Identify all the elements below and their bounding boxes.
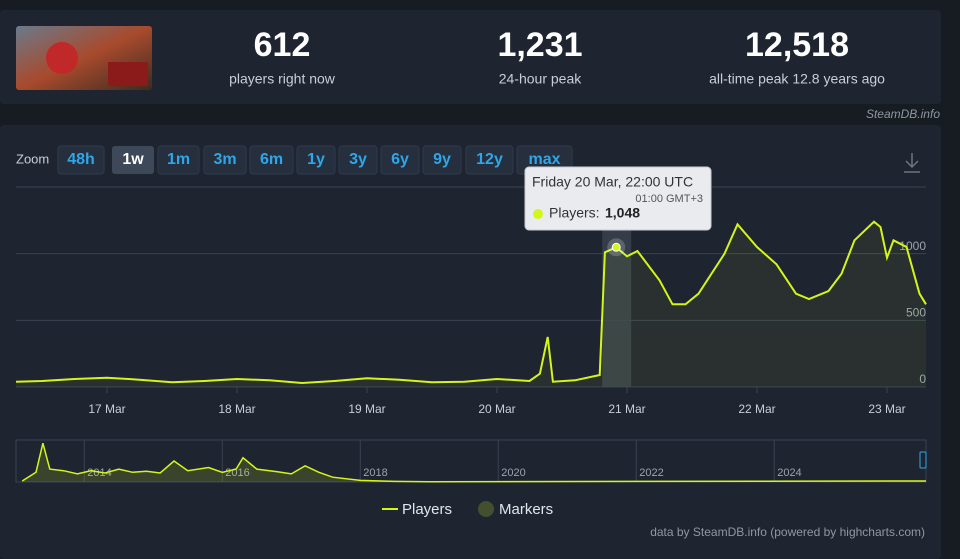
y-tick-label: 1000 <box>899 239 926 253</box>
navigator-line <box>21 443 926 483</box>
tooltip-box <box>524 166 712 231</box>
y-tick-label: 500 <box>906 306 926 320</box>
stats-card <box>0 10 941 104</box>
tooltip-swatch <box>533 209 543 219</box>
download-icon[interactable] <box>904 153 920 173</box>
zoom-button[interactable] <box>338 145 378 175</box>
zoom-button-label[interactable]: max <box>528 151 560 168</box>
zoom-button-label[interactable]: 3y <box>349 151 367 168</box>
tooltip: Friday 20 Mar, 22:00 UTC 01:00 GMT+3 Playe… <box>524 166 712 231</box>
legend-label[interactable]: Players <box>402 501 452 518</box>
zoom-button-label[interactable]: 6m <box>260 151 283 168</box>
legend-swatch <box>478 501 494 517</box>
navigator-tick-label: 2020 <box>501 467 525 479</box>
stat-value: 12,518 <box>745 26 849 64</box>
zoom-button-label[interactable]: 3m <box>213 151 236 168</box>
stat-label: 24-hour peak <box>499 71 583 87</box>
zoom-button[interactable] <box>422 145 462 175</box>
thumbnail-art <box>46 42 78 74</box>
x-tick-label: 19 Mar <box>348 402 385 416</box>
zoom-button[interactable] <box>157 145 200 175</box>
zoom-button-label[interactable]: 1y <box>307 151 325 168</box>
zoom-button-label[interactable]: 9y <box>433 151 451 168</box>
navigator-tick-label: 2022 <box>639 467 663 479</box>
zoom-button[interactable] <box>112 146 154 174</box>
x-tick-label: 17 Mar <box>88 402 125 416</box>
zoom-button-label[interactable]: 1w <box>122 151 144 168</box>
zoom-button-label[interactable]: 1m <box>167 151 190 168</box>
zoom-button[interactable] <box>380 145 420 175</box>
legend-label[interactable]: Markers <box>499 501 553 518</box>
x-tick-label: 23 Mar <box>868 402 905 416</box>
tooltip-subtitle: 01:00 GMT+3 <box>635 193 703 205</box>
zoom-label: Zoom <box>16 151 49 166</box>
y-tick-label: 0 <box>919 372 926 386</box>
hover-point <box>611 242 621 252</box>
stat-label: players right now <box>229 71 336 87</box>
navigator-tick-label: 2014 <box>87 467 111 479</box>
x-tick-label: 18 Mar <box>218 402 255 416</box>
zoom-button[interactable] <box>203 145 247 175</box>
credit[interactable]: data by SteamDB.info (powered by highcha… <box>650 525 925 539</box>
x-tick-label: 21 Mar <box>608 402 645 416</box>
line <box>15 220 927 385</box>
stat-value: 1,231 <box>497 26 582 64</box>
x-tick-label: 22 Mar <box>738 402 775 416</box>
chart-card <box>0 125 941 559</box>
navigator-tick-label: 2018 <box>363 467 387 479</box>
thumbnail-art <box>108 62 148 86</box>
zoom-button-label[interactable]: 12y <box>476 151 503 168</box>
zoom-button[interactable] <box>465 145 514 175</box>
zoom-button-label[interactable]: 48h <box>67 151 95 168</box>
zoom-button[interactable] <box>57 145 105 175</box>
x-tick-label: 20 Mar <box>478 402 515 416</box>
stat-value: 612 <box>254 26 311 64</box>
tooltip-value: 1,048 <box>605 205 640 221</box>
zoom-button[interactable] <box>249 145 294 175</box>
tooltip-title: Friday 20 Mar, 22:00 UTC <box>532 174 693 190</box>
navigator-handle[interactable] <box>919 451 927 469</box>
stat-label: all-time peak 12.8 years ago <box>709 71 885 87</box>
navigator-area <box>22 443 926 482</box>
tooltip-series-label: Players: <box>549 205 600 221</box>
zoom-button[interactable] <box>296 145 336 175</box>
area <box>16 221 926 387</box>
source-link[interactable]: SteamDB.info <box>866 107 940 121</box>
navigator-tick-label: 2024 <box>777 467 801 479</box>
zoom-button-label[interactable]: 6y <box>391 151 409 168</box>
